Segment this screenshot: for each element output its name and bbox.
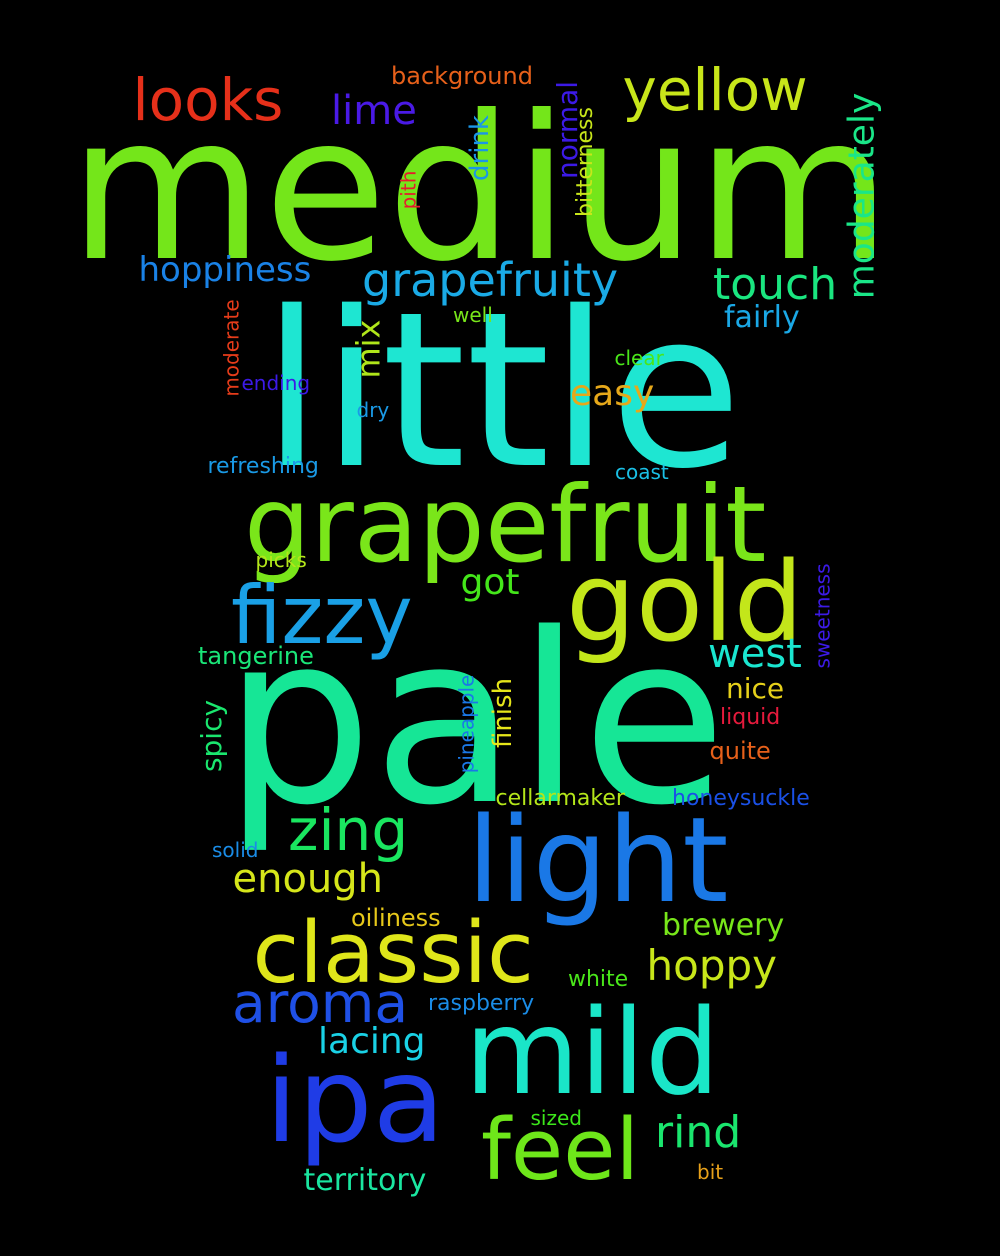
word: pith [395,170,420,210]
word: ipa [265,1031,445,1169]
word: fairly [724,300,800,335]
word: spicy [195,699,229,773]
word: grapefruity [362,253,619,307]
word: background [391,62,533,90]
word: cellarmaker [495,786,625,811]
word: gold [566,538,804,666]
word: pineapple [453,674,478,774]
word: west [708,631,802,677]
word: pale [223,583,727,857]
word: picks [255,548,307,572]
word: feel [481,1100,640,1200]
word: aroma [232,970,409,1035]
word: white [568,967,629,992]
word: territory [303,1163,427,1198]
word: dry [356,398,390,422]
word: nice [726,672,785,705]
word: finish [488,677,519,749]
word: sized [530,1106,582,1130]
word: got [460,562,520,603]
word: honeysuckle [672,786,810,811]
word: lacing [318,1021,426,1062]
word: tangerine [198,642,314,670]
word: hoppy [646,941,778,990]
word: looks [132,66,284,134]
word: sweetness [810,563,835,669]
word: oiliness [351,904,441,932]
word: lime [331,88,417,134]
word: grapefruit [244,463,767,586]
word: clear [614,346,664,370]
word: easy [570,373,655,414]
word: classic [252,903,534,1003]
word: liquid [720,705,781,730]
word: moderately [840,92,882,300]
word: coast [615,460,669,484]
word: mix [349,319,387,379]
word: well [453,303,493,327]
word: brewery [662,908,785,943]
word: enough [232,856,384,902]
word: zing [288,796,409,864]
word: mild [464,983,720,1121]
word: little [262,264,743,516]
word: bitterness [572,107,598,217]
word: moderate [219,299,244,397]
word: quite [709,737,771,765]
word: bit [697,1160,724,1184]
word: yellow [622,56,808,124]
word: rind [655,1107,742,1158]
word: hoppiness [138,250,312,290]
word: ending [241,371,311,395]
word: touch [713,259,838,310]
word: drink [464,115,495,181]
word: fizzy [231,569,413,662]
word: raspberry [428,991,535,1016]
word: refreshing [207,454,319,479]
word: light [467,791,729,929]
word: solid [212,838,259,862]
word: medium [69,73,891,306]
